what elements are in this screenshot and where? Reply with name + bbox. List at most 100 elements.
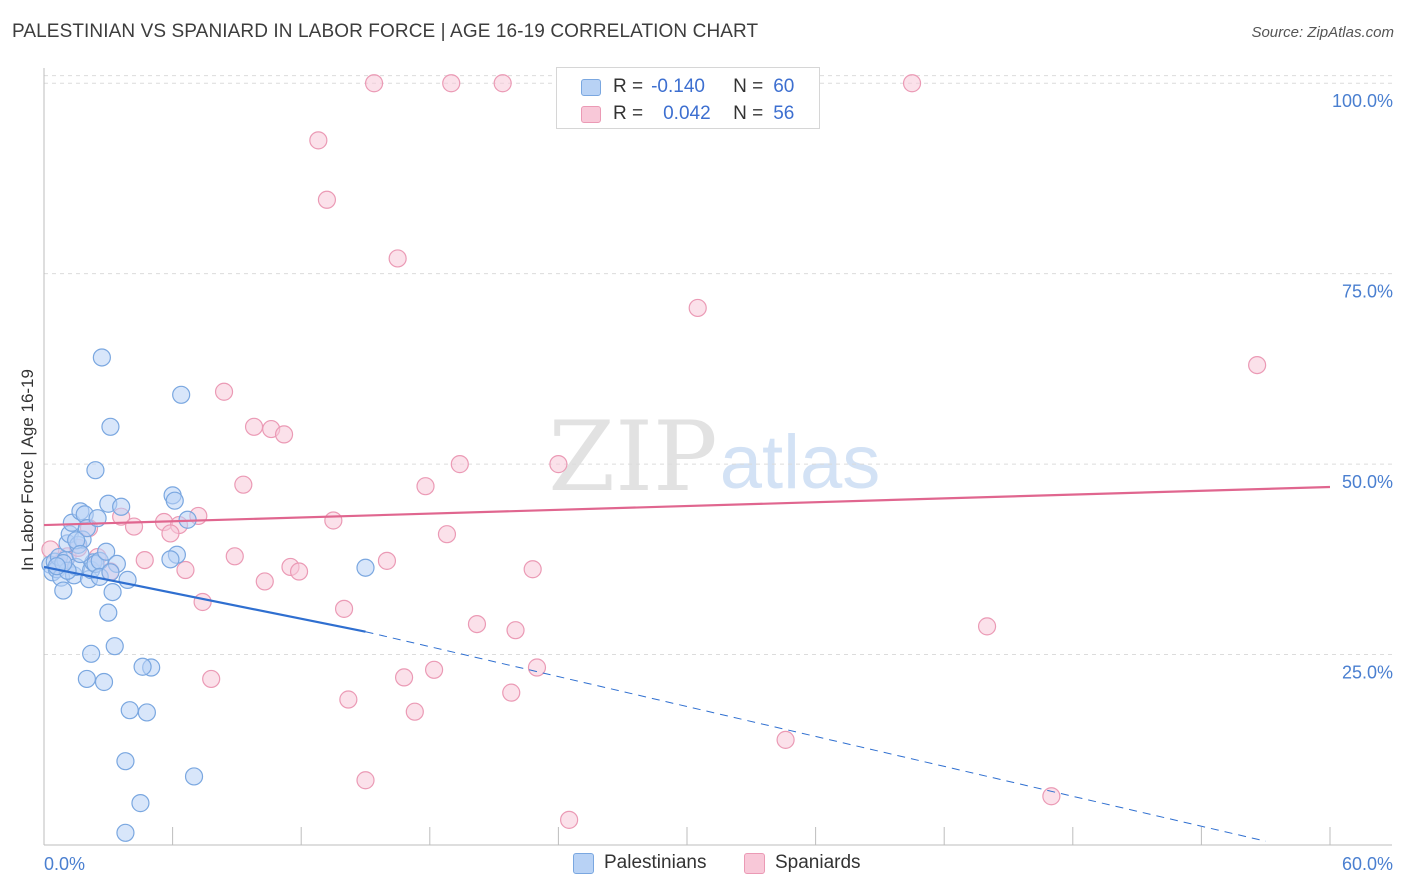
spaniard-point bbox=[364, 74, 384, 93]
spaniard-point bbox=[244, 417, 264, 436]
palestinian-point bbox=[54, 581, 73, 600]
spaniard-point bbox=[377, 551, 397, 570]
palestinian-point bbox=[47, 557, 66, 576]
spaniard-point bbox=[274, 425, 294, 444]
spaniard-point bbox=[317, 190, 337, 209]
spaniard-point bbox=[202, 669, 221, 689]
spaniard-point bbox=[424, 660, 444, 679]
palestinians-swatch bbox=[581, 78, 601, 96]
palestinian-point bbox=[92, 348, 111, 367]
palestinian-point bbox=[116, 752, 135, 771]
palestinian-point bbox=[184, 767, 204, 786]
trend-lines bbox=[43, 485, 1331, 842]
palestinian-point bbox=[131, 794, 150, 813]
spaniard-point bbox=[394, 668, 414, 687]
spaniard-point bbox=[523, 560, 542, 579]
palestinians-legend-label: Palestinians bbox=[604, 852, 707, 873]
palestinians-trend-dashed bbox=[365, 631, 1266, 842]
spaniard-point bbox=[176, 560, 195, 580]
spaniards-trend-line bbox=[43, 485, 1331, 527]
spaniard-point bbox=[356, 771, 375, 790]
r-value: -0.140 bbox=[651, 76, 705, 97]
spaniard-point bbox=[161, 524, 180, 543]
n-label: N = bbox=[733, 76, 764, 97]
spaniard-point bbox=[493, 74, 512, 93]
spaniard-point bbox=[416, 477, 435, 496]
source-label: Source: ZipAtlas.com bbox=[1251, 24, 1394, 41]
palestinian-point bbox=[116, 823, 135, 842]
palestinian-point bbox=[77, 669, 96, 689]
watermark-atlas: atlas bbox=[720, 420, 881, 505]
spaniard-point bbox=[560, 810, 579, 829]
legend-row-palestinians: R = -0.140 N = 60 bbox=[581, 75, 794, 99]
spaniard-point bbox=[193, 592, 212, 612]
axes bbox=[43, 68, 1392, 846]
legend-row-spaniards: R = 0.042 N = 56 bbox=[581, 102, 794, 126]
spaniard-point bbox=[437, 525, 457, 544]
n-value: 56 bbox=[773, 103, 795, 124]
spaniard-point bbox=[450, 455, 469, 474]
x-tick-label-max: 60.0% bbox=[1342, 854, 1393, 874]
spaniards-legend-swatch bbox=[744, 852, 765, 874]
palestinian-point bbox=[82, 644, 101, 663]
y-tick-label: 75.0% bbox=[1342, 282, 1393, 302]
palestinian-point bbox=[112, 497, 131, 516]
spaniard-point bbox=[405, 702, 424, 721]
spaniard-point bbox=[776, 730, 795, 749]
n-value: 60 bbox=[773, 76, 795, 97]
r-label: R = bbox=[613, 76, 644, 97]
spaniard-point bbox=[527, 658, 547, 677]
palestinian-point bbox=[137, 703, 156, 722]
palestinian-point bbox=[97, 542, 116, 561]
spaniard-point bbox=[225, 547, 244, 566]
spaniard-point bbox=[442, 74, 461, 93]
spaniard-point bbox=[214, 382, 234, 401]
spaniard-point bbox=[1042, 787, 1061, 806]
spaniards-legend-label: Spaniards bbox=[775, 852, 861, 873]
y-tick-label: 50.0% bbox=[1342, 472, 1393, 492]
spaniard-point bbox=[502, 683, 521, 702]
spaniard-point bbox=[902, 74, 922, 93]
spaniard-point bbox=[467, 614, 487, 634]
correlation-legend: R = -0.140 N = 60 R = 0.042 N = 56 bbox=[556, 67, 820, 129]
spaniard-point bbox=[124, 517, 144, 536]
bottom-legend-spaniards: Spaniards bbox=[744, 852, 861, 874]
palestinian-point bbox=[94, 672, 114, 692]
palestinian-point bbox=[172, 385, 191, 404]
r-label: R = bbox=[613, 103, 644, 124]
spaniard-point bbox=[255, 572, 274, 591]
tick-labels: 25.0% 50.0% 75.0% 100.0% 0.0% 60.0% bbox=[44, 91, 1393, 874]
spaniard-point bbox=[506, 621, 525, 640]
spaniard-point bbox=[234, 475, 253, 494]
palestinian-point bbox=[105, 637, 124, 656]
bottom-legend-palestinians: Palestinians bbox=[573, 852, 706, 874]
gridlines bbox=[44, 75, 1392, 656]
spaniard-point bbox=[334, 599, 354, 618]
palestinian-point bbox=[99, 603, 118, 622]
spaniard-point bbox=[549, 455, 568, 474]
y-tick-label: 100.0% bbox=[1332, 91, 1393, 111]
palestinian-point bbox=[120, 701, 139, 720]
palestinian-point bbox=[356, 558, 375, 577]
palestinian-point bbox=[165, 491, 184, 510]
spaniards-swatch bbox=[581, 105, 601, 123]
palestinian-point bbox=[86, 461, 105, 480]
palestinian-point bbox=[161, 550, 180, 569]
palestinians-points bbox=[41, 348, 375, 842]
spaniard-point bbox=[289, 562, 309, 581]
palestinian-point bbox=[101, 417, 120, 436]
spaniard-point bbox=[339, 690, 358, 709]
spaniard-point bbox=[1248, 355, 1267, 375]
x-tick-label-min: 0.0% bbox=[44, 854, 85, 874]
palestinian-point bbox=[71, 544, 90, 564]
spaniard-point bbox=[388, 249, 407, 268]
watermark: ZIP atlas bbox=[548, 401, 880, 513]
palestinians-trend-solid bbox=[43, 565, 366, 633]
spaniard-point bbox=[977, 617, 997, 636]
palestinian-point bbox=[103, 582, 122, 602]
r-value: 0.042 bbox=[663, 103, 711, 124]
spaniard-point bbox=[688, 298, 707, 318]
chart-title: PALESTINIAN VS SPANIARD IN LABOR FORCE |… bbox=[12, 21, 759, 42]
spaniard-point bbox=[309, 131, 328, 150]
